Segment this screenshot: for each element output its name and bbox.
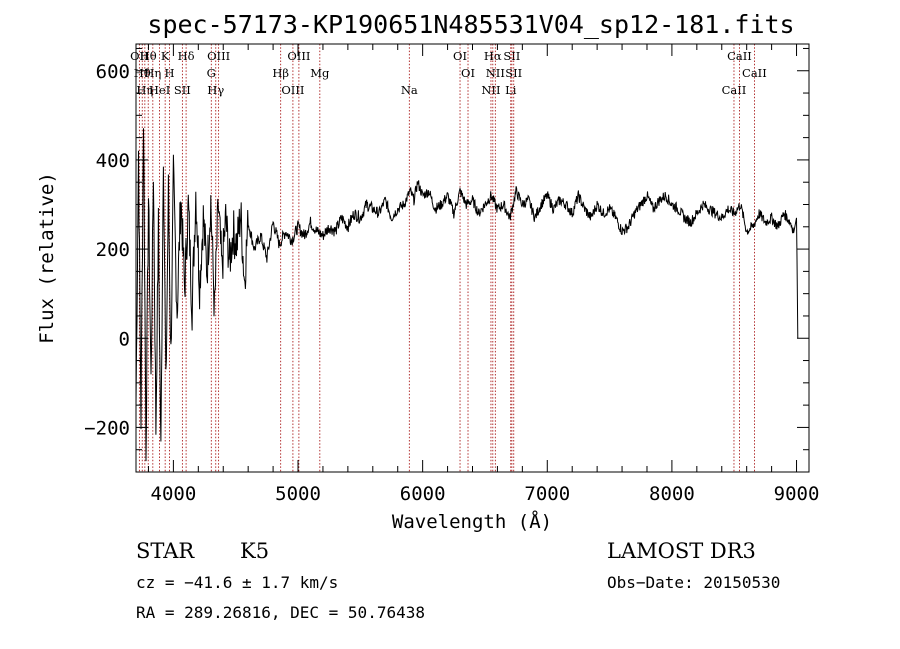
x-tick-label: 6000 <box>400 483 446 505</box>
marker-label-1: Hθ <box>134 66 151 80</box>
marker-label-16: Mg <box>310 66 330 80</box>
marker-label-0: OII <box>130 49 149 63</box>
redshift-cz: cz = −41.6 ± 1.7 km/s <box>136 573 338 592</box>
marker-label-24: SII <box>503 49 520 63</box>
marker-label-19: OI <box>461 66 475 80</box>
survey-name: LAMOST DR3 <box>607 539 756 563</box>
marker-label-6: K <box>161 49 170 63</box>
y-tick-label: −200 <box>84 417 130 439</box>
marker-label-8: SII <box>174 83 191 97</box>
marker-label-14: OIII <box>281 83 304 97</box>
marker-label-10: G <box>207 66 216 80</box>
object-subclass: K5 <box>240 539 269 563</box>
marker-label-3: Hθ <box>140 49 157 63</box>
x-tick-label: 7000 <box>524 483 570 505</box>
marker-label-12: OIII <box>207 49 230 63</box>
spectral-line-markers: OIIHθHηHθHηHeIKHSIIHδGHγOIIIHβOIIIOIIIMg… <box>130 44 767 472</box>
x-axis-label: Wavelength (Å) <box>392 510 552 533</box>
y-tick-label: 400 <box>96 150 130 172</box>
x-tick-label: 8000 <box>649 483 695 505</box>
marker-label-21: Hα <box>484 49 502 63</box>
marker-label-4: Hη <box>144 66 161 80</box>
y-axis-label: Flux (relative) <box>36 172 58 344</box>
axis-ticks: 4000 5000 6000 7000 8000 9000 −200 0 200 400 600 <box>84 44 819 505</box>
y-tick-label: 600 <box>96 61 130 83</box>
y-tick-label: 0 <box>119 328 130 350</box>
ra-dec: RA = 289.26816, DEC = 50.76438 <box>136 603 425 622</box>
flux-series-line <box>135 128 799 462</box>
marker-label-15: OIII <box>287 49 310 63</box>
marker-label-17: Na <box>401 83 418 97</box>
marker-label-11: Hγ <box>207 83 224 97</box>
marker-label-9: Hδ <box>178 49 195 63</box>
marker-label-7: H <box>165 66 175 80</box>
x-tick-label: 4000 <box>151 483 197 505</box>
object-class: STAR <box>136 539 195 563</box>
marker-label-27: CaII <box>727 49 752 63</box>
marker-label-13: Hβ <box>272 66 289 80</box>
marker-label-23: Li <box>505 83 517 97</box>
y-tick-label: 200 <box>96 239 130 261</box>
x-tick-label: 9000 <box>774 483 820 505</box>
marker-label-26: CaII <box>722 83 747 97</box>
x-tick-label: 5000 <box>275 483 321 505</box>
marker-label-18: OI <box>453 49 467 63</box>
plot-frame <box>135 43 810 473</box>
marker-label-20: NII <box>481 83 500 97</box>
marker-label-28: CaII <box>742 66 767 80</box>
marker-label-5: HeI <box>149 83 170 97</box>
marker-label-25: SII <box>505 66 522 80</box>
chart-title: spec-57173-KP190651N485531V04_sp12-181.f… <box>147 10 794 39</box>
observation-date: Obs−Date: 20150530 <box>607 573 780 592</box>
marker-label-22: NII <box>486 66 505 80</box>
